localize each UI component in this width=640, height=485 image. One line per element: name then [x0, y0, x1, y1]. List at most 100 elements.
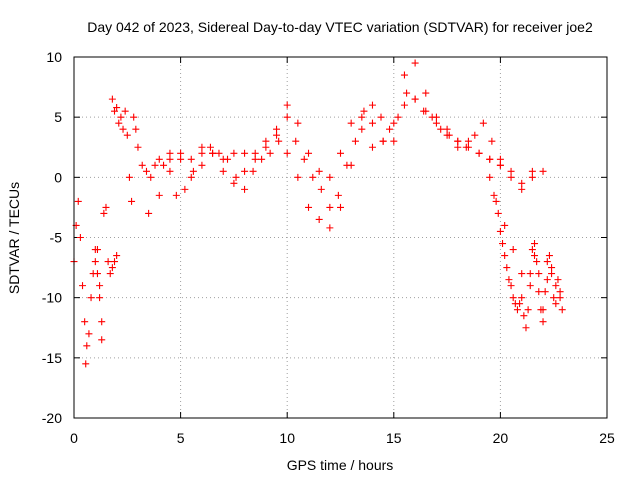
data-point	[166, 155, 174, 163]
data-point	[113, 252, 121, 260]
series-track-b	[145, 95, 547, 232]
plot-frame	[73, 56, 608, 419]
data-point	[317, 185, 325, 193]
series-early-low	[70, 197, 106, 368]
data-point	[198, 149, 206, 157]
data-point	[496, 227, 504, 235]
data-point	[177, 155, 185, 163]
data-point	[400, 101, 408, 109]
data-point	[230, 179, 238, 187]
series-late-decline	[486, 173, 566, 332]
data-point	[543, 276, 551, 284]
data-point	[556, 288, 564, 296]
data-point	[160, 161, 168, 169]
data-point	[360, 107, 368, 115]
data-point	[121, 107, 129, 115]
data-point	[283, 101, 291, 109]
data-point	[198, 143, 206, 151]
data-point	[155, 191, 163, 199]
data-point	[334, 191, 342, 199]
data-point	[215, 149, 223, 157]
data-point	[513, 306, 521, 314]
data-point	[189, 167, 197, 175]
data-point	[166, 149, 174, 157]
data-point	[516, 300, 524, 308]
data-point	[390, 137, 398, 145]
data-point	[548, 270, 556, 278]
data-point	[91, 246, 99, 254]
data-point	[305, 149, 313, 157]
data-point	[496, 161, 504, 169]
data-point	[437, 125, 445, 133]
grid	[74, 57, 607, 418]
data-point	[507, 167, 515, 175]
data-point	[283, 149, 291, 157]
data-point	[411, 59, 419, 67]
data-point	[494, 209, 502, 217]
data-point	[526, 270, 534, 278]
data-point	[134, 143, 142, 151]
data-point	[142, 167, 150, 175]
series-late-spikes	[492, 197, 564, 314]
data-point	[74, 197, 82, 205]
data-point	[96, 282, 104, 290]
series-track-c	[172, 89, 504, 211]
data-point	[111, 258, 119, 266]
data-point	[503, 264, 511, 272]
data-point	[108, 264, 116, 272]
data-point	[496, 155, 504, 163]
data-point	[104, 258, 112, 266]
data-point	[522, 324, 530, 332]
data-point	[528, 246, 536, 254]
data-point	[251, 149, 259, 157]
data-point	[125, 173, 133, 181]
data-point	[262, 143, 270, 151]
data-point	[128, 197, 136, 205]
x-tick-label: 5	[177, 430, 185, 446]
data-point	[83, 342, 91, 350]
data-point	[539, 306, 547, 314]
y-tick-label: -10	[42, 290, 62, 306]
data-point	[187, 155, 195, 163]
data-point	[85, 330, 93, 338]
data-point	[531, 240, 539, 248]
data-point	[93, 270, 101, 278]
x-tick-label: 15	[386, 430, 402, 446]
data-point	[315, 167, 323, 175]
data-point	[96, 294, 104, 302]
data-point	[117, 113, 125, 121]
data-point	[428, 113, 436, 121]
data-point	[488, 137, 496, 145]
data-point	[343, 161, 351, 169]
data-point	[552, 282, 560, 290]
data-point	[326, 224, 334, 232]
data-point	[266, 149, 274, 157]
series-early-spikes	[91, 203, 121, 326]
data-point	[368, 101, 376, 109]
data-point	[82, 360, 90, 368]
data-point	[187, 173, 195, 181]
data-point	[486, 155, 494, 163]
data-point	[251, 155, 259, 163]
data-point	[132, 125, 140, 133]
data-point	[249, 167, 257, 175]
data-point	[108, 95, 116, 103]
data-point	[548, 264, 556, 272]
series-morning-rise	[108, 95, 174, 205]
data-point	[518, 294, 526, 302]
data-point	[119, 125, 127, 133]
data-point	[507, 282, 515, 290]
data-point	[172, 191, 180, 199]
data-point	[520, 312, 528, 320]
data-point	[91, 258, 99, 266]
data-point	[115, 119, 123, 127]
data-point	[102, 203, 110, 211]
y-tick-label: 10	[46, 49, 62, 65]
data-point	[475, 149, 483, 157]
data-point	[445, 131, 453, 139]
data-point	[518, 185, 526, 193]
data-point	[113, 104, 121, 112]
data-point	[283, 113, 291, 121]
